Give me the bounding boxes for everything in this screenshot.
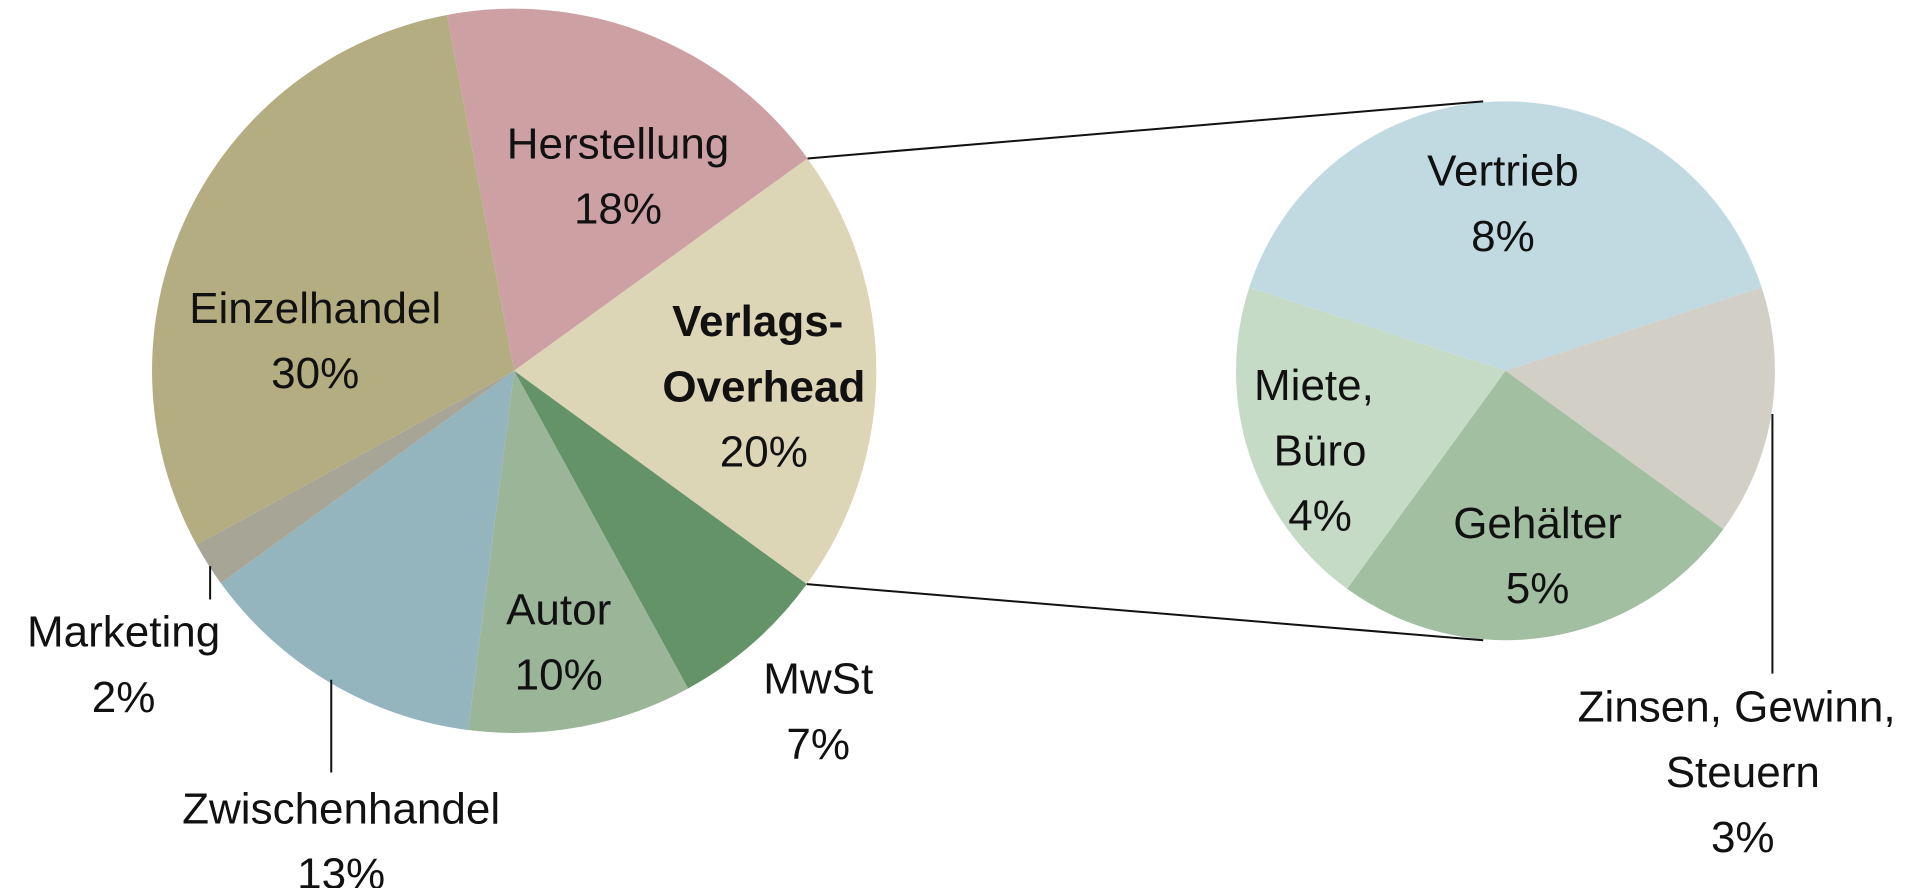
slice-value-label: 2%: [92, 673, 156, 722]
connector-line: [807, 100, 1484, 160]
pie-slice: [1505, 287, 1775, 530]
pie-slice: [446, 8, 808, 371]
slice-value-label: 3%: [1711, 813, 1775, 862]
slice-value-label: 18%: [574, 185, 662, 234]
pie-slice: [152, 14, 515, 545]
pie-slice: [468, 370, 689, 733]
pie-slice: [196, 370, 515, 584]
slice-label: Einzelhandel: [189, 283, 441, 332]
slice-label: Gehälter: [1453, 499, 1622, 548]
slice-label: Zwischenhandel: [182, 784, 500, 833]
slice-label: Vertrieb: [1427, 146, 1579, 195]
slice-value-label: 30%: [271, 349, 359, 398]
pie-slice: [220, 370, 515, 731]
slice-value-label: 13%: [297, 850, 385, 888]
slice-value-label: 4%: [1288, 492, 1352, 541]
connector-line: [806, 583, 1484, 642]
slice-value-label: 5%: [1506, 564, 1570, 613]
slice-label: Verlags- Overhead: [662, 296, 865, 411]
slice-label: MwSt: [763, 654, 873, 703]
slice-value-label: 8%: [1471, 212, 1535, 261]
slice-label: Herstellung: [507, 119, 730, 168]
pie-slice: [514, 370, 807, 689]
pie-slice: [1347, 370, 1724, 641]
slice-value-label: 10%: [515, 651, 603, 700]
slice-label: Miete, Büro: [1254, 361, 1386, 476]
slice-value-label: 7%: [786, 720, 850, 769]
pie-slice: [514, 158, 877, 585]
slice-label: Marketing: [27, 607, 220, 656]
slice-label: Zinsen, Gewinn, Steuern: [1578, 682, 1908, 797]
pie-slice: [1236, 287, 1506, 589]
slice-value-label: 20%: [720, 427, 808, 476]
slice-label: Autor: [506, 585, 611, 634]
pie-slice: [1249, 101, 1762, 371]
